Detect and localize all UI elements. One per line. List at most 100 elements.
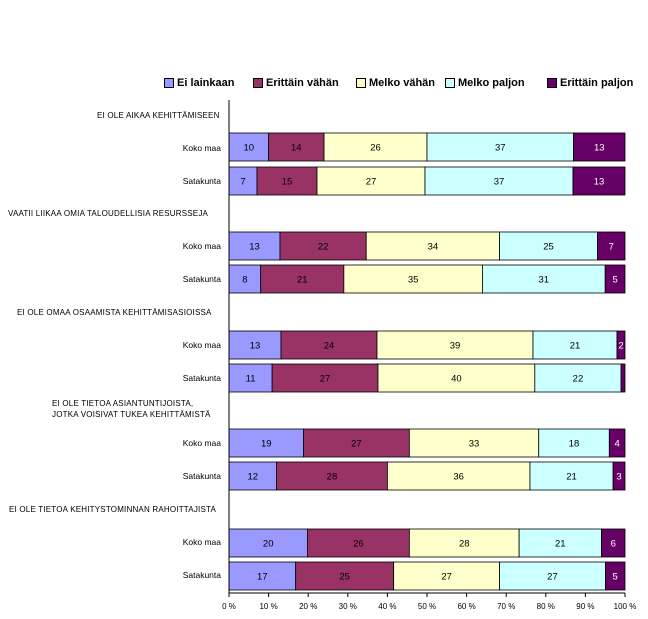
- row-label: Satakunta: [182, 373, 221, 383]
- data-label: 25: [543, 242, 554, 253]
- data-label: 37: [494, 177, 505, 188]
- x-tick-label: 10 %: [259, 602, 277, 611]
- x-tick-label: 80 %: [537, 602, 555, 611]
- data-label: 21: [566, 472, 577, 483]
- data-label: 33: [469, 439, 480, 450]
- bar-segment: [597, 231, 626, 261]
- bar-segment: [228, 264, 262, 294]
- data-label: 34: [428, 242, 439, 253]
- row-label: Koko maa: [182, 241, 221, 251]
- legend-label: Erittäin vähän: [266, 77, 339, 89]
- data-label: 27: [351, 439, 362, 450]
- data-label: 15: [282, 177, 293, 188]
- bar-segment: [365, 231, 500, 261]
- group-title-line: JOTKA VOISIVAT TUKEA KEHITTÄMISTÄ: [52, 410, 211, 419]
- x-tick-label: 70 %: [497, 602, 515, 611]
- legend-label: Erittäin paljon: [560, 77, 634, 89]
- data-label: 28: [327, 472, 338, 483]
- bar-segment: [604, 561, 626, 591]
- data-label: 7: [609, 242, 614, 253]
- data-label: 8: [242, 275, 247, 286]
- x-tick-label: 100 %: [614, 602, 637, 611]
- group-title-line: VAATII LIIKAA OMIA TALOUDELLISIA RESURSS…: [8, 209, 209, 218]
- bar-segment: [572, 166, 626, 196]
- bar-segment: [228, 561, 297, 591]
- group-title-resources: VAATII LIIKAA OMIA TALOUDELLISIA RESURSS…: [8, 208, 208, 219]
- bar-segment: [499, 231, 598, 261]
- data-label: 36: [453, 472, 464, 483]
- data-label: 14: [291, 143, 302, 154]
- bar-segment: [228, 363, 273, 393]
- group-title-line: EI OLE TIETOA KEHITYSTOMINNAN RAHOITTAJI…: [9, 505, 217, 514]
- row-label: Satakunta: [182, 570, 221, 580]
- bar-segment: [279, 231, 367, 261]
- legend-label: Ei lainkaan: [177, 77, 235, 89]
- data-label: 4: [615, 439, 620, 450]
- row-label: Koko maa: [182, 143, 221, 153]
- data-label: 2: [618, 341, 623, 352]
- data-label: 28: [459, 539, 470, 550]
- data-label: 19: [261, 439, 272, 450]
- bar-segment: [604, 264, 626, 294]
- legend-item-erittain-paljon: Erittäin paljon: [547, 76, 633, 90]
- bar-segment: [386, 461, 531, 491]
- legend-item-erittain-vahan: Erittäin vähän: [253, 76, 339, 90]
- legend-swatch: [445, 78, 455, 88]
- bar-segment: [256, 166, 318, 196]
- row-label: Satakunta: [182, 471, 221, 481]
- bar-segment: [482, 264, 606, 294]
- bar-segment: [601, 528, 626, 558]
- bar-segment: [295, 561, 395, 591]
- bar-segment: [573, 132, 626, 162]
- x-tick-label: 30 %: [339, 602, 357, 611]
- row-label: Satakunta: [182, 176, 221, 186]
- group-title-no-time: EI OLE AIKAA KEHITTÄMISEEN: [97, 110, 220, 121]
- data-label: 27: [547, 572, 558, 583]
- data-label: 21: [297, 275, 308, 286]
- group-title-experts: EI OLE TIETOA ASIANTUNTIJOISTA, JOTKA VO…: [52, 398, 211, 420]
- data-label: 27: [366, 177, 377, 188]
- bar-segment: [608, 428, 626, 458]
- bar-segment: [316, 166, 426, 196]
- data-label: 21: [555, 539, 566, 550]
- x-tick-label: 50 %: [418, 602, 436, 611]
- data-label: 13: [250, 341, 261, 352]
- bar-segment: [620, 363, 626, 393]
- bar-segment: [529, 461, 614, 491]
- bar-segment: [532, 330, 618, 360]
- bar-segment: [616, 330, 626, 360]
- bar-segment: [538, 428, 610, 458]
- bar-segment: [280, 330, 378, 360]
- legend-swatch: [164, 78, 174, 88]
- bar-segment: [228, 132, 269, 162]
- data-label: 26: [353, 539, 364, 550]
- data-label: 20: [263, 539, 274, 550]
- legend-swatch: [356, 78, 366, 88]
- group-title-line: EI OLE OMAA OSAAMISTA KEHITTÄMISASIOISSA: [17, 308, 212, 317]
- data-label: 25: [339, 572, 350, 583]
- data-label: 13: [249, 242, 260, 253]
- data-label: 10: [244, 143, 255, 154]
- x-tick-label: 90 %: [576, 602, 594, 611]
- data-label: 40: [451, 374, 462, 385]
- x-tick-label: 0 %: [222, 602, 236, 611]
- data-label: 12: [247, 472, 258, 483]
- data-label: 22: [318, 242, 329, 253]
- x-tick-label: 20 %: [299, 602, 317, 611]
- bar-segment: [228, 461, 277, 491]
- legend-label: Melko vähän: [369, 77, 436, 89]
- bar-segment: [271, 363, 379, 393]
- data-label: 13: [594, 177, 605, 188]
- row-label: Koko maa: [182, 340, 221, 350]
- bar-segment: [276, 461, 388, 491]
- legend-swatch: [547, 78, 557, 88]
- bar-segment: [268, 132, 325, 162]
- bar-segment: [534, 363, 622, 393]
- data-label: 24: [324, 341, 335, 352]
- legend-item-melko-paljon: Melko paljon: [445, 76, 525, 90]
- bar-segment: [323, 132, 428, 162]
- data-label: 13: [594, 143, 605, 154]
- data-label: 6: [611, 539, 616, 550]
- data-label: 17: [257, 572, 268, 583]
